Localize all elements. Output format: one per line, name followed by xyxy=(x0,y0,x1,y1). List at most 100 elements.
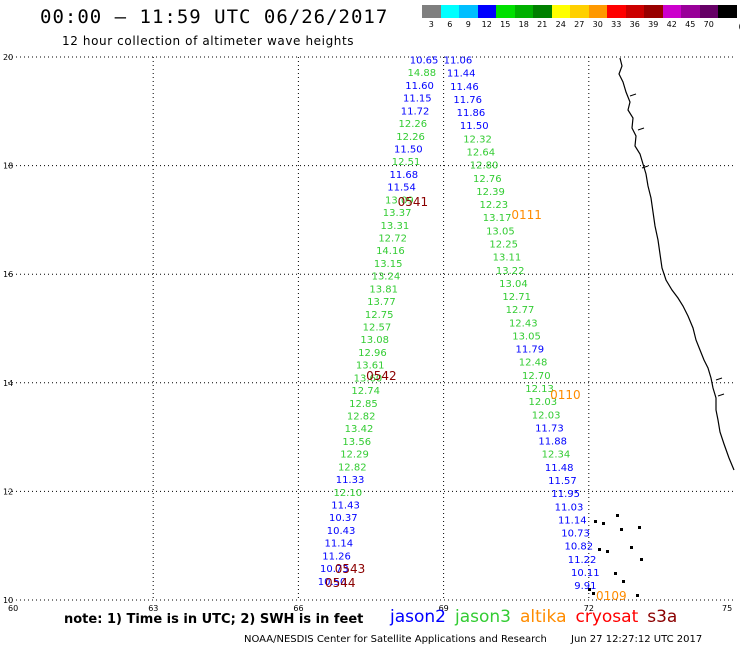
swh-value-label: 13.81 xyxy=(369,284,398,295)
swh-value-label: 12.29 xyxy=(340,450,369,461)
swh-value-label: 13.15 xyxy=(374,259,403,270)
island xyxy=(592,592,595,595)
pass-time-label: 0543 xyxy=(335,562,366,576)
swh-value-label: 13.56 xyxy=(342,437,371,448)
swh-value-label: 12.23 xyxy=(480,200,509,211)
swh-value-label: 13.17 xyxy=(483,213,512,224)
y-tick-label: 10 xyxy=(3,596,13,605)
swh-value-label: 9.91 xyxy=(574,581,596,592)
pass-time-label: 0109 xyxy=(596,589,627,603)
swh-value-label: 12.32 xyxy=(463,134,492,145)
island xyxy=(622,580,625,583)
swh-value-label: 11.88 xyxy=(538,437,567,448)
island xyxy=(640,558,643,561)
island xyxy=(594,520,597,523)
swh-value-label: 12.26 xyxy=(396,132,425,143)
swh-value-label: 12.57 xyxy=(363,323,392,334)
swh-value-label: 13.77 xyxy=(367,297,396,308)
swh-value-label: 11.73 xyxy=(535,423,564,434)
swh-value-label: 12.82 xyxy=(347,412,376,423)
island xyxy=(630,546,633,549)
swh-value-label: 13.08 xyxy=(360,335,389,346)
swh-value-label: 11.54 xyxy=(387,183,416,194)
satellite-legend-jason3: jason3 xyxy=(455,607,511,627)
satellite-legend-jason2: jason2 xyxy=(390,607,446,627)
swh-value-label: 11.44 xyxy=(447,69,476,80)
coastline-detail xyxy=(638,128,644,130)
altimeter-tracks: 10.6514.8811.6011.1511.7212.2612.2611.50… xyxy=(318,56,600,593)
swh-value-label: 11.15 xyxy=(403,94,432,105)
swh-value-label: 12.70 xyxy=(522,371,551,382)
y-tick-label: 20 xyxy=(3,53,13,62)
y-tick-label: 12 xyxy=(3,487,13,496)
pass-time-label: 0544 xyxy=(325,576,356,590)
swh-value-label: 11.33 xyxy=(336,475,365,486)
swh-value-label: 12.96 xyxy=(358,348,387,359)
swh-value-label: 13.31 xyxy=(381,221,410,232)
satellite-legend-s3a: s3a xyxy=(647,607,677,627)
swh-value-label: 12.71 xyxy=(502,292,531,303)
swh-value-label: 11.48 xyxy=(545,463,574,474)
coastline-detail xyxy=(630,94,636,96)
swh-value-label: 13.05 xyxy=(512,331,541,342)
island xyxy=(638,526,641,529)
y-tick-label: 16 xyxy=(3,270,13,279)
island xyxy=(606,550,609,553)
footer-note: note: 1) Time is in UTC; 2) SWH is in fe… xyxy=(64,612,363,627)
swh-value-label: 12.76 xyxy=(473,174,502,185)
swh-value-label: 12.26 xyxy=(399,119,428,130)
footer-timestamp: Jun 27 12:27:12 UTC 2017 xyxy=(571,634,702,645)
swh-value-label: 11.68 xyxy=(390,170,419,181)
swh-value-label: 11.76 xyxy=(453,95,482,106)
swh-value-label: 10.11 xyxy=(571,568,600,579)
swh-value-label: 11.57 xyxy=(548,476,577,487)
swh-value-label: 11.03 xyxy=(555,502,584,513)
swh-value-label: 11.60 xyxy=(405,81,434,92)
swh-value-label: 11.22 xyxy=(568,555,597,566)
swh-value-label: 13.04 xyxy=(499,279,528,290)
swh-value-label: 12.51 xyxy=(392,157,421,168)
swh-value-label: 12.34 xyxy=(542,450,571,461)
swh-value-label: 11.14 xyxy=(558,515,587,526)
x-tick-label: 60 xyxy=(8,604,18,613)
swh-value-label: 11.50 xyxy=(460,121,489,132)
swh-value-label: 11.26 xyxy=(322,551,351,562)
coastline xyxy=(588,58,734,597)
swh-value-label: 11.14 xyxy=(324,539,353,550)
footer-credit: NOAA/NESDIS Center for Satellite Applica… xyxy=(244,634,547,645)
swh-value-label: 11.86 xyxy=(457,108,486,119)
island xyxy=(620,528,623,531)
pass-time-label: 0541 xyxy=(398,195,429,209)
island xyxy=(616,514,619,517)
swh-value-label: 12.80 xyxy=(470,161,499,172)
coastline-detail xyxy=(718,394,724,396)
pass-time-label: 0111 xyxy=(511,208,542,222)
island xyxy=(614,572,617,575)
y-tick-label: 14 xyxy=(3,379,13,388)
swh-value-label: 11.95 xyxy=(551,489,580,500)
swh-value-label: 12.48 xyxy=(519,358,548,369)
island xyxy=(598,548,601,551)
coastline-detail xyxy=(642,166,648,168)
x-tick-label: 75 xyxy=(722,604,732,613)
swh-value-label: 11.06 xyxy=(444,56,473,67)
swh-value-label: 13.11 xyxy=(493,253,522,264)
swh-value-label: 13.24 xyxy=(372,272,401,283)
swh-value-label: 12.82 xyxy=(338,462,367,473)
swh-value-label: 12.39 xyxy=(476,187,505,198)
swh-value-label: 12.43 xyxy=(509,318,538,329)
swh-value-label: 11.50 xyxy=(394,145,423,156)
satellite-legend: jason2 jason3 altika cryosat s3a xyxy=(390,607,686,627)
coastline-detail xyxy=(716,378,722,380)
satellite-legend-cryosat: cryosat xyxy=(576,607,639,627)
swh-value-label: 13.05 xyxy=(486,226,515,237)
swh-value-label: 13.37 xyxy=(383,208,412,219)
satellite-legend-altika: altika xyxy=(520,607,567,627)
swh-value-label: 12.25 xyxy=(489,239,518,250)
swh-value-label: 10.82 xyxy=(564,542,593,553)
swh-value-label: 10.43 xyxy=(327,526,356,537)
swh-value-label: 11.72 xyxy=(401,106,430,117)
swh-value-label: 11.43 xyxy=(331,501,360,512)
